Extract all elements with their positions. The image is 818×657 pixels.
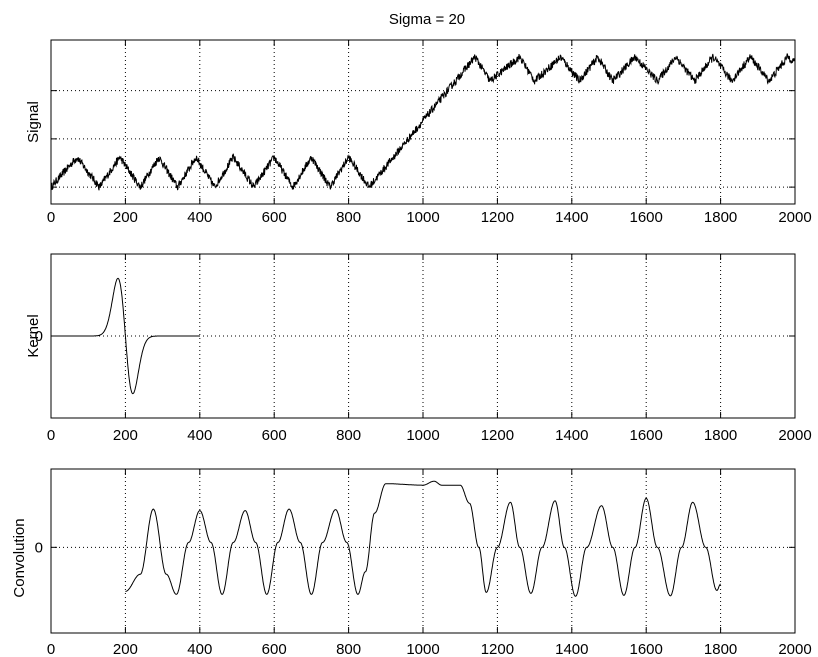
y-tick-label: 0 bbox=[35, 328, 43, 345]
figure-title: Sigma = 20 bbox=[389, 11, 465, 28]
x-tick-label: 1200 bbox=[481, 427, 514, 444]
convolution-panel: Convolution 0 200 400 600 800 1000 1200 1400 160… bbox=[11, 468, 812, 657]
x-tick-label: 1200 bbox=[481, 209, 514, 226]
x-tick-label: 1400 bbox=[555, 641, 588, 657]
x-tick-label: 1600 bbox=[630, 427, 663, 444]
x-tick-label: 0 bbox=[47, 209, 55, 226]
x-tick-label: 1000 bbox=[406, 641, 439, 657]
x-tick-label: 1200 bbox=[481, 641, 514, 657]
x-tick-label: 400 bbox=[187, 641, 212, 657]
kernel-panel: Kernel 0 200 400 600 800 1000 1200 1400 1600 1800… bbox=[25, 253, 812, 444]
x-tick-label: 1000 bbox=[406, 209, 439, 226]
series-line-0 bbox=[51, 277, 200, 395]
x-tick-label: 600 bbox=[262, 427, 287, 444]
x-tick-label: 200 bbox=[113, 427, 138, 444]
x-tick-label: 400 bbox=[187, 209, 212, 226]
kernel-ylabel: Kernel bbox=[25, 314, 42, 357]
x-tick-label: 1800 bbox=[704, 427, 737, 444]
x-tick-label: 600 bbox=[262, 641, 287, 657]
series-line-0 bbox=[50, 53, 796, 191]
x-tick-label: 2000 bbox=[778, 209, 811, 226]
series-line-0 bbox=[125, 480, 721, 597]
x-tick-label: 2000 bbox=[778, 427, 811, 444]
x-tick-label: 1800 bbox=[704, 209, 737, 226]
x-tick-label: 200 bbox=[113, 641, 138, 657]
x-tick-label: 0 bbox=[47, 641, 55, 657]
x-tick-label: 0 bbox=[47, 427, 55, 444]
x-tick-label: 1600 bbox=[630, 209, 663, 226]
x-tick-label: 800 bbox=[336, 427, 361, 444]
convolution-ylabel: Convolution bbox=[11, 518, 28, 597]
x-tick-label: 600 bbox=[262, 209, 287, 226]
x-tick-label: 1000 bbox=[406, 427, 439, 444]
x-tick-label: 1800 bbox=[704, 641, 737, 657]
x-tick-label: 800 bbox=[336, 209, 361, 226]
x-tick-label: 1600 bbox=[630, 641, 663, 657]
x-tick-label: 800 bbox=[336, 641, 361, 657]
signal-ylabel: Signal bbox=[25, 101, 42, 143]
x-tick-label: 1400 bbox=[555, 209, 588, 226]
x-tick-label: 200 bbox=[113, 209, 138, 226]
y-tick-label: 0 bbox=[35, 539, 43, 556]
x-tick-label: 400 bbox=[187, 427, 212, 444]
signal-panel: Signal 0 200 400 600 800 1000 1200 1400 1600 1800… bbox=[25, 39, 812, 226]
x-tick-label: 2000 bbox=[778, 641, 811, 657]
x-tick-label: 1400 bbox=[555, 427, 588, 444]
